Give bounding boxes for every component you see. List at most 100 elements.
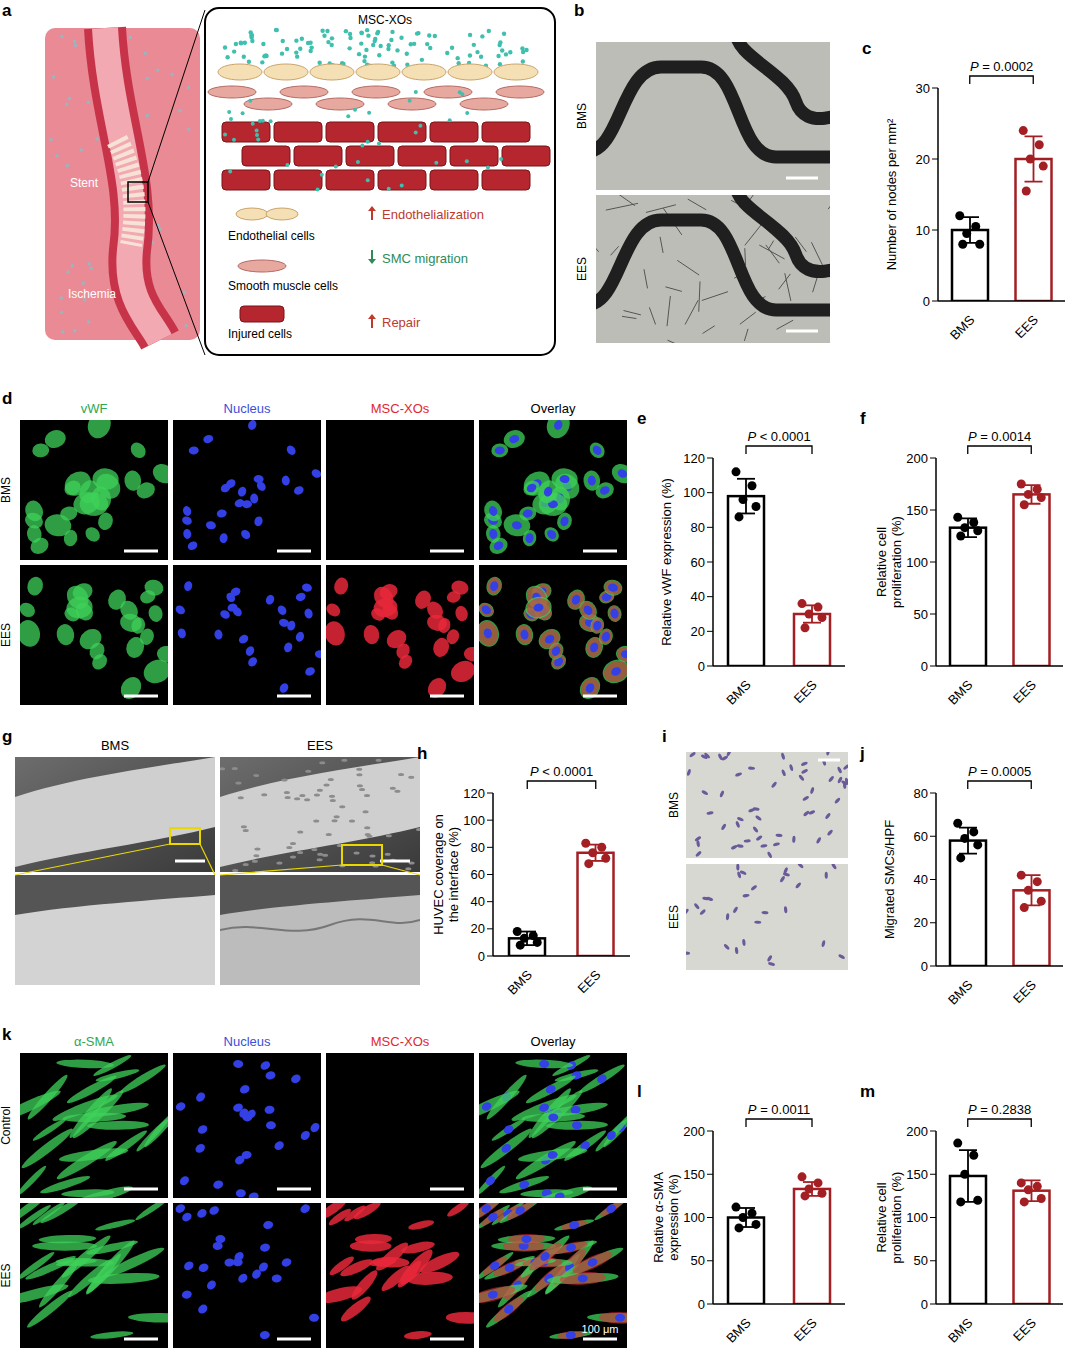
svg-text:BMS: BMS bbox=[0, 477, 13, 503]
svg-text:60: 60 bbox=[691, 555, 705, 570]
svg-text:100: 100 bbox=[463, 813, 485, 828]
svg-text:50: 50 bbox=[914, 1253, 928, 1268]
svg-text:120: 120 bbox=[463, 786, 485, 801]
svg-text:P < 0.0001: P < 0.0001 bbox=[530, 764, 593, 779]
svg-text:e: e bbox=[637, 409, 646, 428]
svg-text:0: 0 bbox=[478, 949, 485, 964]
svg-text:40: 40 bbox=[471, 894, 485, 909]
svg-text:g: g bbox=[2, 727, 12, 746]
svg-text:BMS: BMS bbox=[945, 977, 976, 1008]
svg-text:Ischemia: Ischemia bbox=[68, 287, 116, 301]
svg-text:Smooth muscle cells: Smooth muscle cells bbox=[228, 279, 338, 293]
svg-text:proliferation (%): proliferation (%) bbox=[889, 516, 904, 608]
svg-text:10: 10 bbox=[916, 223, 930, 238]
svg-text:20: 20 bbox=[471, 921, 485, 936]
svg-text:Relative cell: Relative cell bbox=[874, 1182, 889, 1252]
svg-text:EES: EES bbox=[0, 1263, 13, 1287]
svg-text:60: 60 bbox=[914, 829, 928, 844]
svg-text:HUVEC coverage on: HUVEC coverage on bbox=[431, 814, 446, 935]
svg-text:50: 50 bbox=[691, 1253, 705, 1268]
svg-text:P = 0.0005: P = 0.0005 bbox=[968, 764, 1031, 779]
svg-text:BMS: BMS bbox=[723, 1315, 754, 1346]
svg-text:50: 50 bbox=[914, 607, 928, 622]
svg-text:Overlay: Overlay bbox=[531, 401, 576, 416]
svg-text:EES: EES bbox=[0, 623, 13, 647]
svg-text:150: 150 bbox=[906, 503, 928, 518]
svg-text:MSC-XOs: MSC-XOs bbox=[358, 13, 412, 27]
svg-text:BMS: BMS bbox=[575, 103, 589, 129]
svg-text:0: 0 bbox=[923, 294, 930, 309]
svg-text:Relative vWF expression (%): Relative vWF expression (%) bbox=[659, 478, 674, 646]
svg-text:40: 40 bbox=[691, 589, 705, 604]
svg-text:a: a bbox=[2, 1, 12, 20]
svg-text:BMS: BMS bbox=[723, 677, 754, 708]
svg-text:EES: EES bbox=[575, 967, 604, 996]
svg-text:Relative cell: Relative cell bbox=[874, 527, 889, 597]
svg-text:l: l bbox=[637, 1082, 642, 1101]
svg-text:the interface (%): the interface (%) bbox=[446, 827, 461, 922]
svg-text:80: 80 bbox=[691, 520, 705, 535]
svg-text:40: 40 bbox=[914, 872, 928, 887]
svg-text:SMC migration: SMC migration bbox=[382, 251, 468, 266]
svg-text:Repair: Repair bbox=[382, 315, 421, 330]
svg-text:BMS: BMS bbox=[945, 1315, 976, 1346]
svg-text:100: 100 bbox=[906, 1210, 928, 1225]
svg-text:200: 200 bbox=[683, 1124, 705, 1139]
svg-text:200: 200 bbox=[906, 451, 928, 466]
svg-text:Stent: Stent bbox=[70, 176, 99, 190]
svg-text:BMS: BMS bbox=[505, 967, 536, 998]
svg-text:Overlay: Overlay bbox=[531, 1034, 576, 1049]
svg-text:Migrated SMCs/HPF: Migrated SMCs/HPF bbox=[882, 820, 897, 939]
svg-text:Control: Control bbox=[0, 1106, 13, 1145]
svg-text:MSC-XOs: MSC-XOs bbox=[371, 1034, 430, 1049]
svg-text:EES: EES bbox=[1010, 977, 1039, 1006]
svg-text:BMS: BMS bbox=[101, 738, 130, 753]
svg-text:60: 60 bbox=[471, 867, 485, 882]
svg-text:EES: EES bbox=[575, 257, 589, 281]
svg-text:h: h bbox=[417, 744, 427, 763]
svg-text:proliferation (%): proliferation (%) bbox=[889, 1172, 904, 1264]
svg-text:Relative α-SMA: Relative α-SMA bbox=[651, 1172, 666, 1263]
svg-text:100: 100 bbox=[683, 1210, 705, 1225]
svg-text:k: k bbox=[2, 1025, 12, 1044]
svg-text:80: 80 bbox=[471, 840, 485, 855]
svg-text:30: 30 bbox=[916, 81, 930, 96]
svg-text:100: 100 bbox=[683, 485, 705, 500]
svg-text:0: 0 bbox=[698, 659, 705, 674]
svg-text:MSC-XOs: MSC-XOs bbox=[371, 401, 430, 416]
svg-text:BMS: BMS bbox=[945, 677, 976, 708]
svg-text:0: 0 bbox=[698, 1297, 705, 1312]
svg-text:EES: EES bbox=[1012, 312, 1041, 341]
svg-text:f: f bbox=[860, 409, 866, 428]
svg-text:P = 0.0002: P = 0.0002 bbox=[970, 59, 1033, 74]
svg-text:20: 20 bbox=[916, 152, 930, 167]
svg-text:EES: EES bbox=[791, 1315, 820, 1344]
svg-text:Nucleus: Nucleus bbox=[224, 1034, 271, 1049]
svg-text:Nucleus: Nucleus bbox=[224, 401, 271, 416]
svg-text:Number of nodes per mm²: Number of nodes per mm² bbox=[884, 118, 899, 270]
svg-text:200: 200 bbox=[906, 1124, 928, 1139]
svg-text:EES: EES bbox=[791, 677, 820, 706]
svg-text:α-SMA: α-SMA bbox=[74, 1034, 114, 1049]
svg-text:BMS: BMS bbox=[667, 792, 681, 818]
svg-text:expression (%): expression (%) bbox=[666, 1174, 681, 1261]
svg-text:Injured cells: Injured cells bbox=[228, 327, 292, 341]
svg-text:20: 20 bbox=[691, 624, 705, 639]
svg-text:EES: EES bbox=[667, 905, 681, 929]
svg-text:EES: EES bbox=[1010, 1315, 1039, 1344]
svg-text:d: d bbox=[2, 389, 12, 408]
svg-text:100: 100 bbox=[906, 555, 928, 570]
svg-text:150: 150 bbox=[906, 1167, 928, 1182]
svg-text:20: 20 bbox=[914, 915, 928, 930]
svg-text:0: 0 bbox=[921, 659, 928, 674]
svg-text:P = 0.2838: P = 0.2838 bbox=[968, 1102, 1031, 1117]
svg-text:P = 0.0014: P = 0.0014 bbox=[968, 429, 1031, 444]
svg-text:Endothelial cells: Endothelial cells bbox=[228, 229, 315, 243]
svg-text:b: b bbox=[574, 1, 584, 20]
svg-text:80: 80 bbox=[914, 786, 928, 801]
svg-text:0: 0 bbox=[921, 1297, 928, 1312]
svg-text:120: 120 bbox=[683, 451, 705, 466]
svg-text:0: 0 bbox=[921, 959, 928, 974]
svg-text:P < 0.0001: P < 0.0001 bbox=[747, 429, 810, 444]
svg-text:BMS: BMS bbox=[947, 312, 978, 343]
